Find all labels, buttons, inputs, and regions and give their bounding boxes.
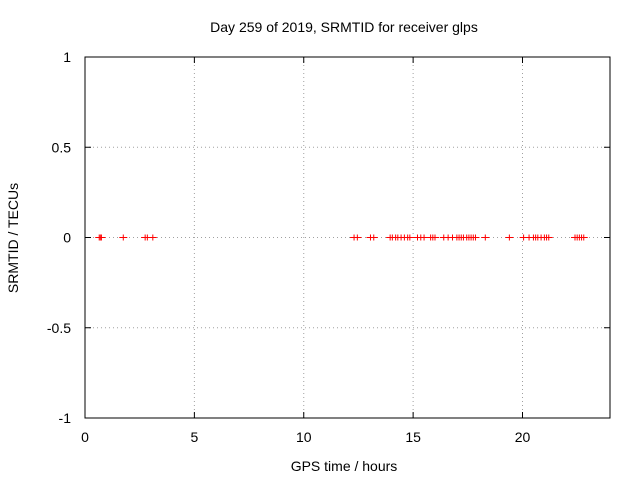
y-tick-label: -1 [59, 410, 72, 426]
x-tick-label: 0 [81, 429, 89, 445]
data-point [544, 234, 553, 241]
data-point [369, 234, 378, 241]
data-point [148, 234, 157, 241]
x-tick-label: 5 [190, 429, 198, 445]
chart-title: Day 259 of 2019, SRMTID for receiver glp… [210, 19, 478, 35]
x-axis-label: GPS time / hours [291, 458, 398, 474]
data-point [119, 234, 128, 241]
x-tick-label: 20 [515, 429, 531, 445]
y-tick-label: 0 [63, 230, 71, 246]
y-tick-label: 0.5 [52, 139, 72, 155]
x-tick-label: 10 [296, 429, 312, 445]
y-tick-label: 1 [63, 49, 71, 65]
data-point [481, 234, 490, 241]
data-point [353, 234, 362, 241]
data-point [505, 234, 514, 241]
data-points [95, 234, 588, 241]
plot-frame [84, 56, 611, 419]
y-axis-label: SRMTID / TECUs [5, 183, 21, 293]
y-tick-label: -0.5 [47, 320, 71, 336]
data-point [405, 234, 414, 241]
data-point [471, 234, 480, 241]
data-point [431, 234, 439, 241]
x-tick-label: 15 [405, 429, 421, 445]
data-point [579, 234, 588, 241]
axis-ticks: 0 5 10 15 20 -1 -0.5 0 0.5 1 [47, 49, 610, 445]
data-point [97, 234, 106, 241]
